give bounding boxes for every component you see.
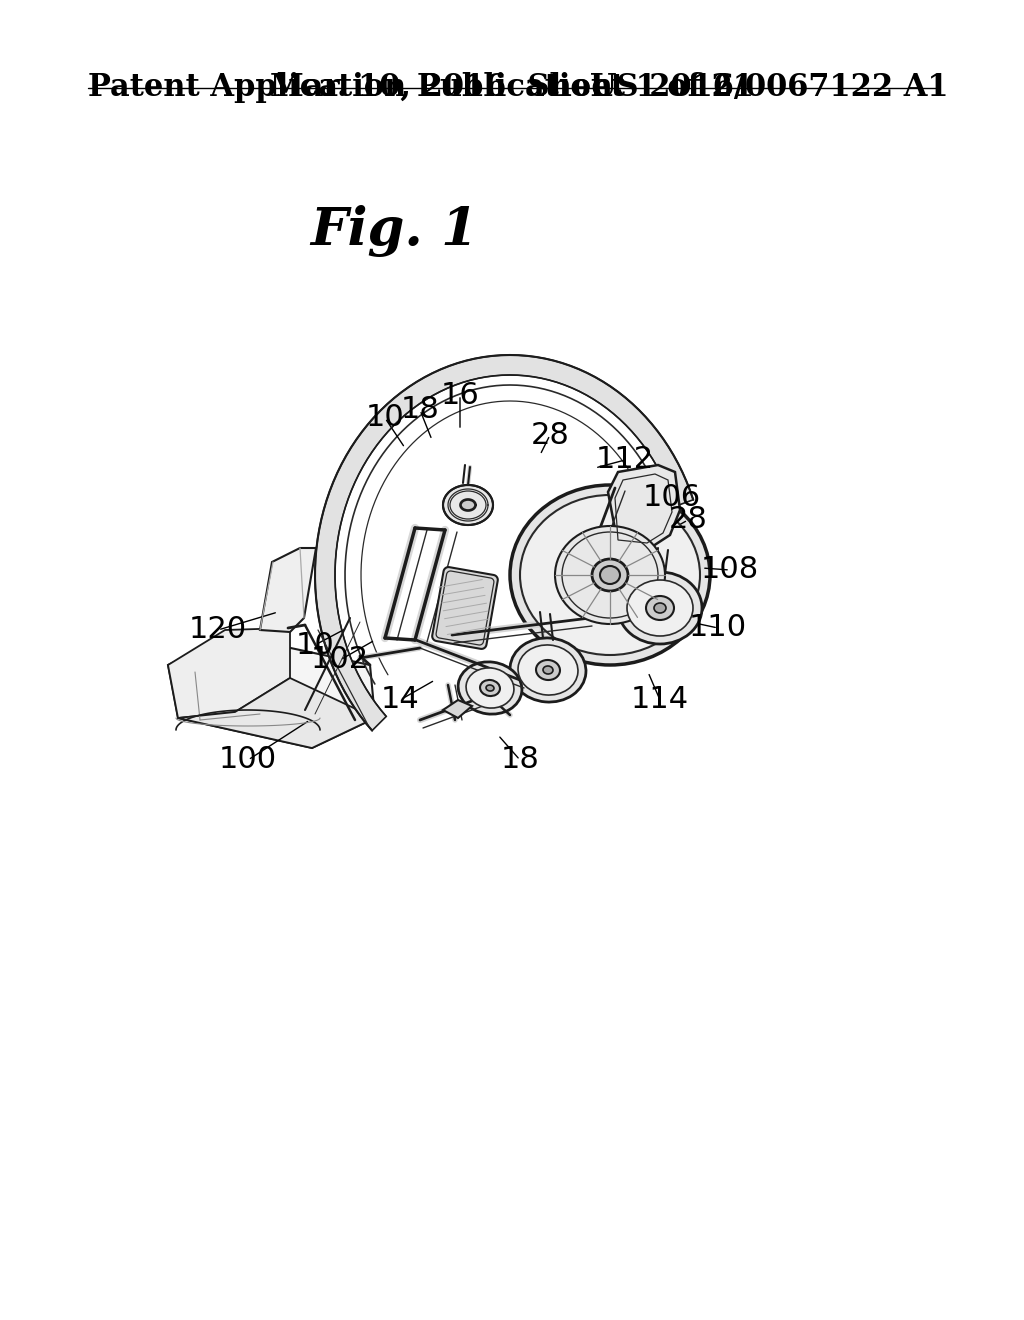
Ellipse shape <box>510 484 710 665</box>
Text: 108: 108 <box>700 556 759 585</box>
Ellipse shape <box>555 525 665 624</box>
Polygon shape <box>315 355 693 730</box>
Ellipse shape <box>543 667 553 675</box>
Text: Mar. 10, 2016  Sheet 1 of 21: Mar. 10, 2016 Sheet 1 of 21 <box>270 73 754 103</box>
Polygon shape <box>608 465 680 548</box>
Polygon shape <box>443 700 472 718</box>
Text: 102: 102 <box>311 645 369 675</box>
Text: 28: 28 <box>669 506 708 535</box>
Ellipse shape <box>520 495 700 655</box>
Ellipse shape <box>486 685 494 692</box>
Ellipse shape <box>536 660 560 680</box>
Text: 18: 18 <box>501 746 540 775</box>
Ellipse shape <box>627 579 693 636</box>
Text: 114: 114 <box>631 685 689 714</box>
Text: 110: 110 <box>689 614 748 643</box>
Text: Patent Application Publication: Patent Application Publication <box>88 73 613 103</box>
Polygon shape <box>432 568 498 649</box>
Ellipse shape <box>618 572 702 644</box>
Ellipse shape <box>458 661 522 714</box>
Text: 28: 28 <box>530 421 569 450</box>
Ellipse shape <box>518 645 578 696</box>
Text: 106: 106 <box>643 483 701 512</box>
Ellipse shape <box>443 484 493 525</box>
Text: US 2016/0067122 A1: US 2016/0067122 A1 <box>590 73 948 103</box>
Text: 18: 18 <box>400 396 439 425</box>
Text: 10: 10 <box>366 404 404 433</box>
Ellipse shape <box>466 668 514 708</box>
Text: 10: 10 <box>296 631 335 660</box>
Ellipse shape <box>461 500 475 510</box>
Polygon shape <box>178 678 375 748</box>
Text: 100: 100 <box>219 746 278 775</box>
Ellipse shape <box>480 680 500 696</box>
Text: 16: 16 <box>440 380 479 409</box>
Polygon shape <box>168 635 375 748</box>
Polygon shape <box>260 548 316 632</box>
Ellipse shape <box>654 603 666 612</box>
Text: Fig. 1: Fig. 1 <box>310 205 478 257</box>
Text: 14: 14 <box>381 685 420 714</box>
Text: 120: 120 <box>189 615 247 644</box>
Polygon shape <box>168 628 290 718</box>
Text: 112: 112 <box>596 446 654 474</box>
Ellipse shape <box>592 558 628 591</box>
Ellipse shape <box>510 638 586 702</box>
Ellipse shape <box>600 566 620 583</box>
Ellipse shape <box>646 597 674 620</box>
